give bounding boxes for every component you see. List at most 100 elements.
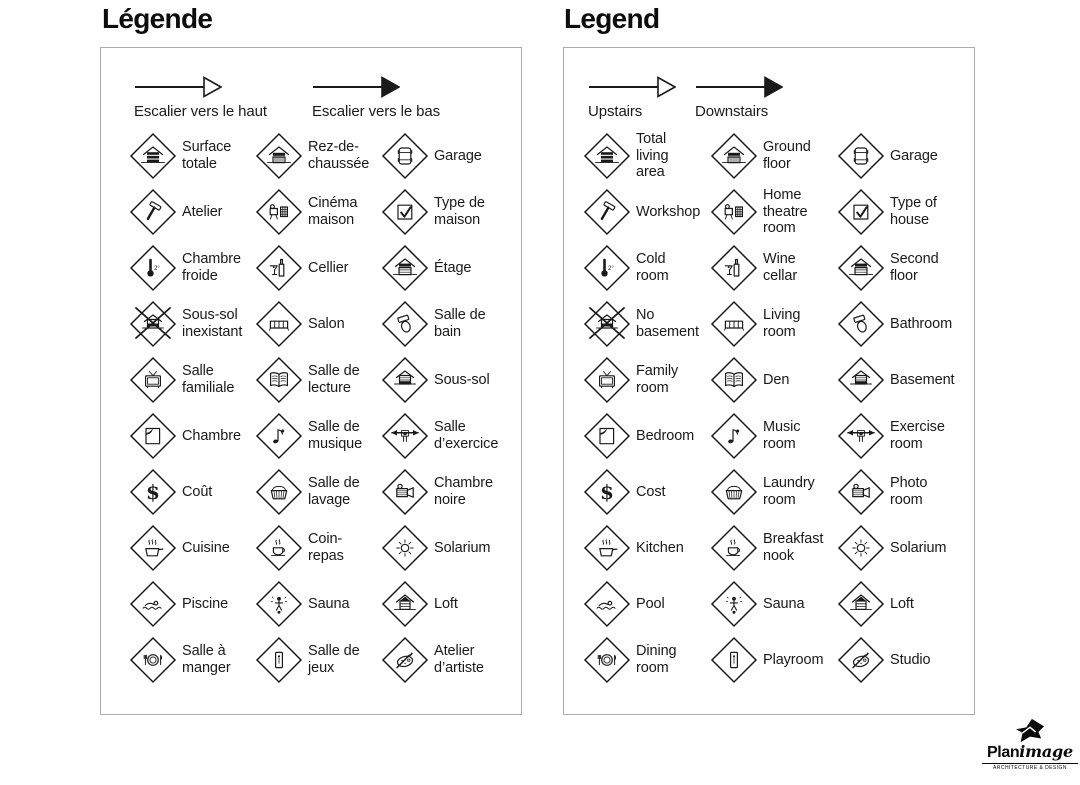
legend-item-label: Family room — [636, 363, 679, 396]
legend-item-label: Bathroom — [890, 315, 953, 332]
palette-icon — [837, 636, 885, 684]
home-theatre-icon — [255, 188, 303, 236]
planimage-tagline: ARCHITECTURE & DESIGN — [982, 763, 1078, 771]
legend-item: Family room — [583, 352, 710, 408]
sauna-icon — [255, 580, 303, 628]
legend-item-label: Laundry room — [763, 475, 815, 508]
wine-icon — [255, 244, 303, 292]
camera-icon — [381, 468, 429, 516]
legend-item: Solarium — [381, 520, 521, 576]
legend-item-label: Piscine — [182, 595, 229, 612]
stairs-up-label: Upstairs — [588, 103, 643, 120]
legend-item: Playroom — [710, 632, 837, 688]
legend-item: Bedroom — [583, 408, 710, 464]
legend-item-label: Total living area — [636, 131, 669, 181]
legend-item: $ Coût — [129, 464, 255, 520]
garage-icon — [381, 132, 429, 180]
book-icon — [255, 356, 303, 404]
wine-icon — [710, 244, 758, 292]
legend-item: Workshop — [583, 184, 710, 240]
palette-icon — [381, 636, 429, 684]
legend-item-label: Rez-de- chaussée — [308, 139, 370, 172]
legend-item: No basement — [583, 296, 710, 352]
barbell-icon — [837, 412, 885, 460]
legend-item: Basement — [837, 352, 974, 408]
legend-item: Solarium — [837, 520, 974, 576]
swimmer-icon — [583, 580, 631, 628]
legend-item-label: Solarium — [434, 539, 491, 556]
stairs-down-label: Escalier vers le bas — [312, 103, 441, 120]
legend-item-label: Wine cellar — [763, 251, 798, 284]
legend-item-label: Type of house — [890, 195, 937, 228]
home-theatre-icon — [710, 188, 758, 236]
legend-item: Étage — [381, 240, 521, 296]
legend-item-label: Salle à manger — [182, 643, 231, 676]
legend-item: Cellier — [255, 240, 381, 296]
legend-item-label: Basement — [890, 371, 955, 388]
legend-item: Breakfast nook — [710, 520, 837, 576]
legend-item-label: Second floor — [890, 251, 939, 284]
legend-item: 2° Cold room — [583, 240, 710, 296]
basement-icon — [837, 356, 885, 404]
legend-item: Ground floor — [710, 128, 837, 184]
legend-item-label: Playroom — [763, 651, 824, 668]
legend-item: Den — [710, 352, 837, 408]
thermometer-icon: 2° — [129, 244, 177, 292]
legend-item-label: Music room — [763, 419, 801, 452]
legend-item: Atelier d’artiste — [381, 632, 521, 688]
legend-item-label: Dining room — [636, 643, 677, 676]
sofa-icon — [255, 300, 303, 348]
legend-item-label: Studio — [890, 651, 931, 668]
legend-panel-fr: Escalier vers le haut Escalier vers le b… — [100, 47, 522, 715]
legend-item: Pool — [583, 576, 710, 632]
legend-item-label: Sauna — [763, 595, 805, 612]
coffee-cup-icon — [710, 524, 758, 572]
legend-item: Salle de jeux — [255, 632, 381, 688]
dollar-icon: $ — [129, 468, 177, 516]
legend-grid-fr: Surface totale Rez-de- chaussée Garage Atel… — [101, 128, 521, 688]
legend-item-label: Bedroom — [636, 427, 695, 444]
legend-item-label: Coin- repas — [308, 531, 344, 564]
stairs-down-arrow-icon — [695, 74, 784, 100]
legend-item-label: Salle de jeux — [308, 643, 360, 676]
legend-item: Second floor — [837, 240, 974, 296]
svg-text:2°: 2° — [154, 266, 160, 272]
legend-item: Cuisine — [129, 520, 255, 576]
legend-item: Exercise room — [837, 408, 974, 464]
legend-item-label: Cost — [636, 483, 666, 500]
thermometer-icon: 2° — [583, 244, 631, 292]
legend-item-label: Salle de musique — [308, 419, 363, 452]
stairs-up-arrow-group: Upstairs — [588, 74, 677, 120]
legend-item-label: Salle familiale — [182, 363, 235, 396]
legend-item: Loft — [837, 576, 974, 632]
sauna-icon — [710, 580, 758, 628]
legend-item-label: Chambre froide — [182, 251, 241, 284]
legend-item: Coin- repas — [255, 520, 381, 576]
legend-item-label: Garage — [434, 147, 482, 164]
second-floor-icon — [837, 244, 885, 292]
hammer-icon — [129, 188, 177, 236]
tv-icon — [129, 356, 177, 404]
legend-item: Garage — [837, 128, 974, 184]
legend-item: Piscine — [129, 576, 255, 632]
stairs-up-arrow-icon — [134, 74, 267, 100]
legend-item-label: Sauna — [308, 595, 350, 612]
legend-item: Sous-sol inexistant — [129, 296, 255, 352]
dining-plate-icon — [129, 636, 177, 684]
legend-item: Salle de lavage — [255, 464, 381, 520]
legend-item: Salle de bain — [381, 296, 521, 352]
legend-item: Studio — [837, 632, 974, 688]
legend-item: Chambre noire — [381, 464, 521, 520]
legend-item-label: Ground floor — [763, 139, 811, 172]
garage-icon — [837, 132, 885, 180]
legend-item-label: Loft — [890, 595, 914, 612]
legend-title-fr: Légende — [102, 3, 213, 34]
legend-item-label: Pool — [636, 595, 665, 612]
legend-item-label: Salle de bain — [434, 307, 486, 340]
house-stripes-icon — [583, 132, 631, 180]
legend-item: Sous-sol — [381, 352, 521, 408]
legend-item-label: Living room — [763, 307, 801, 340]
legend-item-label: Loft — [434, 595, 458, 612]
cooking-pot-icon — [583, 524, 631, 572]
